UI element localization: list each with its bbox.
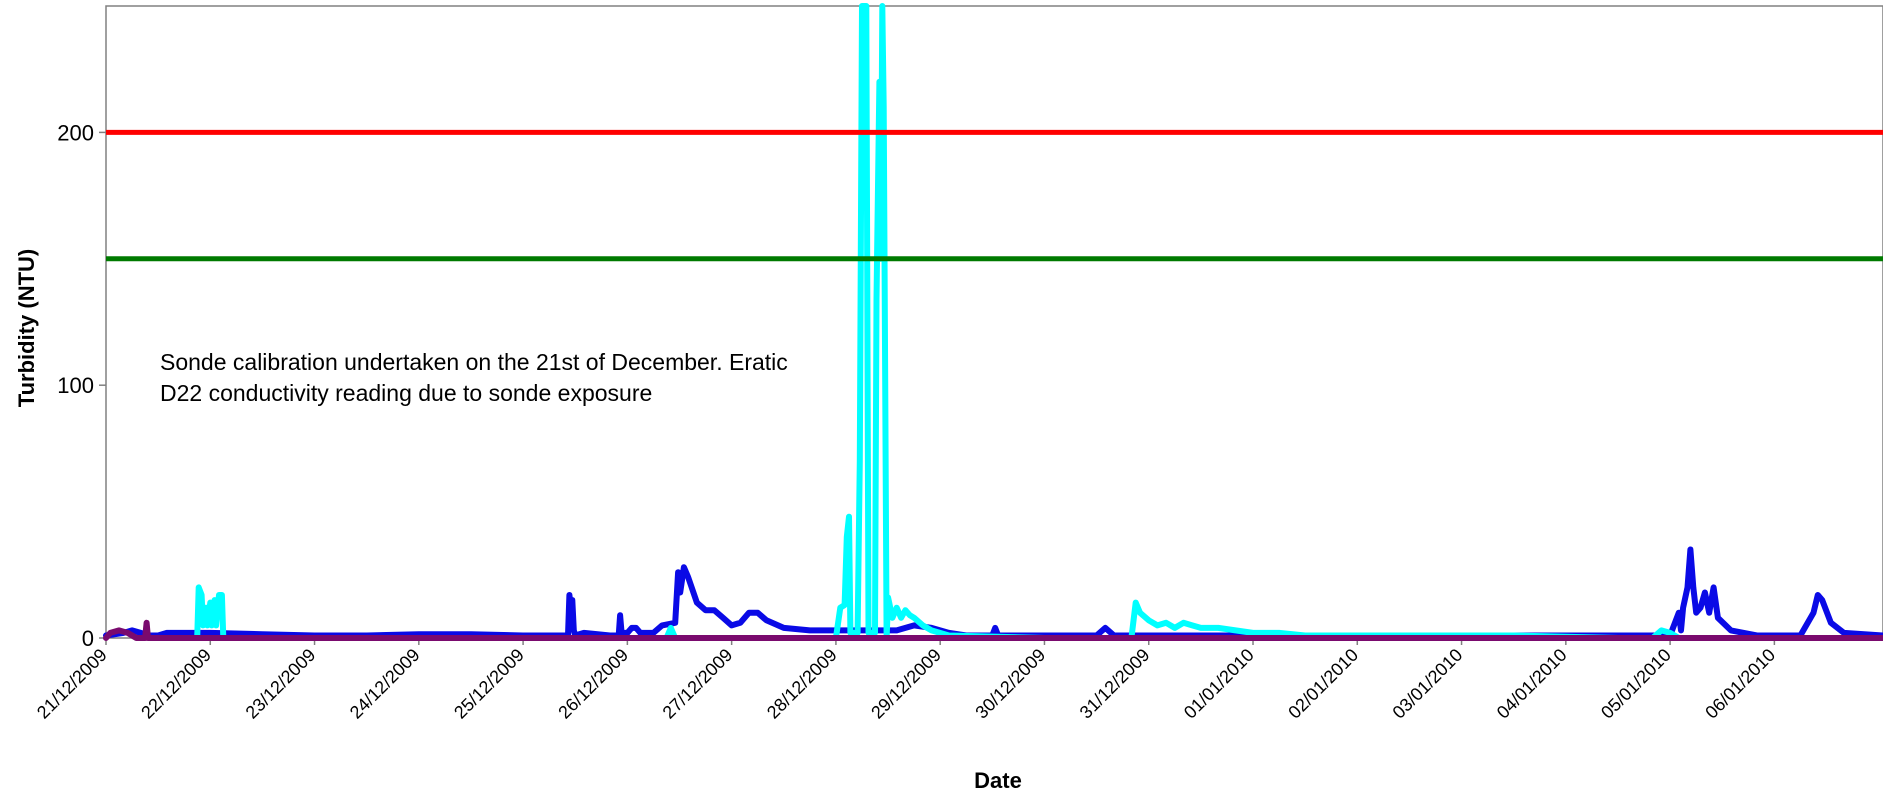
x-tick-label: 26/12/2009 <box>554 645 632 723</box>
y-axis-title: Turbidity (NTU) <box>14 249 39 407</box>
x-axis: 21/12/2009 22/12/2009 23/12/2009 24/12/2009… <box>33 638 1779 723</box>
x-tick-label: 02/01/2010 <box>1284 645 1362 723</box>
x-tick-label: 22/12/2009 <box>137 645 215 723</box>
x-tick-label: 28/12/2009 <box>763 645 841 723</box>
x-tick-label: 05/01/2010 <box>1597 645 1675 723</box>
x-tick-label: 21/12/2009 <box>33 645 111 723</box>
x-tick-label: 29/12/2009 <box>867 645 945 723</box>
y-tick-label: 200 <box>57 120 94 145</box>
y-tick-label: 0 <box>82 626 94 651</box>
series-line-1 <box>103 546 1883 639</box>
x-tick-label: 27/12/2009 <box>659 645 737 723</box>
threshold-layer <box>106 129 1883 262</box>
y-tick-label: 100 <box>57 373 94 398</box>
x-axis-title: Date <box>974 768 1022 793</box>
annotation-line-1: Sonde calibration undertaken on the 21st… <box>160 349 788 375</box>
x-tick-label: 31/12/2009 <box>1076 645 1154 723</box>
series-line-3 <box>103 619 1883 641</box>
plot-area <box>105 5 1883 639</box>
x-tick-label: 25/12/2009 <box>450 645 528 723</box>
x-tick-label: 24/12/2009 <box>346 645 424 723</box>
x-tick-label: 03/01/2010 <box>1389 645 1467 723</box>
x-tick-label: 01/01/2010 <box>1180 645 1258 723</box>
annotation-line-2: D22 conductivity reading due to sonde ex… <box>160 380 652 406</box>
y-axis: 0 100 200 <box>57 120 106 651</box>
x-tick-label: 04/01/2010 <box>1493 645 1571 723</box>
x-tick-label: 30/12/2009 <box>971 645 1049 723</box>
x-tick-label: 23/12/2009 <box>242 645 320 723</box>
series-line-2 <box>155 3 1682 641</box>
series-layer <box>103 3 1883 641</box>
x-tick-label: 06/01/2010 <box>1701 645 1779 723</box>
